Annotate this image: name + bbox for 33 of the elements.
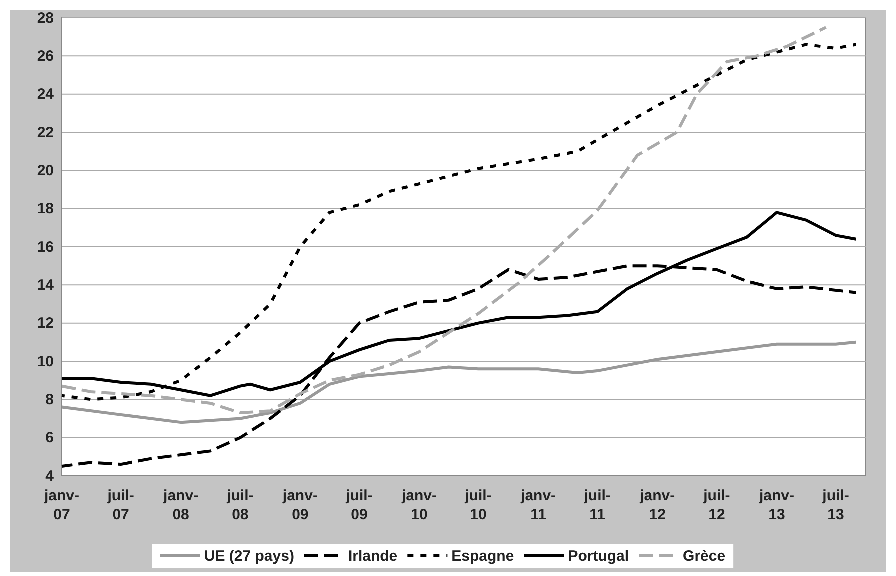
y-tick-label: 4 bbox=[46, 468, 55, 485]
y-tick-label: 24 bbox=[37, 86, 55, 104]
x-tick-label: janv-07 bbox=[43, 488, 80, 524]
x-tick-label: juil-08 bbox=[226, 488, 254, 524]
legend-label: Irlande bbox=[348, 548, 398, 565]
y-tick-label: 10 bbox=[37, 353, 54, 370]
x-tick-label: juil-13 bbox=[822, 488, 850, 524]
line-series bbox=[60, 340, 858, 424]
x-tick-label: juil-12 bbox=[702, 488, 730, 524]
legend-label: Grèce bbox=[683, 548, 726, 565]
x-tick-label: janv-11 bbox=[520, 488, 556, 524]
legend-label: UE (27 pays) bbox=[204, 548, 294, 565]
y-tick-label: 12 bbox=[37, 315, 54, 332]
legend-label: Espagne bbox=[452, 548, 514, 565]
x-tick-label: janv-12 bbox=[639, 488, 676, 524]
y-tick-label: 6 bbox=[46, 430, 54, 447]
y-tick-label: 14 bbox=[37, 276, 55, 294]
x-tick-label: janv-08 bbox=[162, 488, 199, 524]
x-tick-label: janv-10 bbox=[400, 488, 437, 524]
y-tick-label: 22 bbox=[37, 124, 54, 142]
x-tick-label: juil-11 bbox=[583, 488, 611, 524]
y-tick-label: 16 bbox=[37, 238, 54, 256]
y-tick-label: 18 bbox=[37, 200, 54, 218]
legend-label: Portugal bbox=[568, 548, 630, 565]
y-tick-label: 28 bbox=[37, 10, 54, 27]
y-tick-label: 8 bbox=[46, 391, 54, 408]
x-tick-label: juil-10 bbox=[464, 488, 492, 524]
x-tick-label: juil-07 bbox=[106, 488, 134, 524]
y-tick-label: 20 bbox=[37, 162, 54, 180]
x-tick-label: juil-09 bbox=[345, 488, 373, 524]
x-tick-label: janv-13 bbox=[758, 488, 794, 524]
x-tick-label: janv-09 bbox=[282, 488, 318, 524]
y-tick-label: 26 bbox=[37, 48, 54, 65]
